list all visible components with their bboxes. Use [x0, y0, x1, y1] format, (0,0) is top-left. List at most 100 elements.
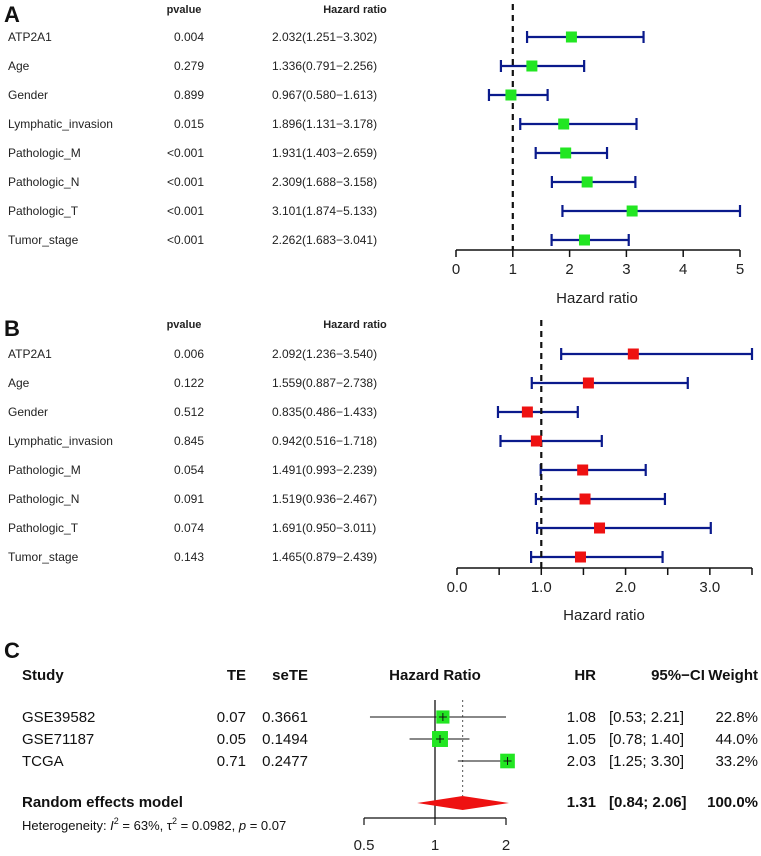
panel-label-b: B	[4, 316, 20, 341]
x-tick-label: 3	[622, 261, 630, 278]
ci-header: 95%−CI	[651, 667, 705, 684]
row-label: Lymphatic_invasion	[8, 117, 113, 131]
row-hr-text: 1.896(1.131−3.178)	[272, 117, 377, 131]
hr-box	[574, 551, 586, 563]
het-prefix: Heterogeneity:	[22, 818, 110, 833]
hr-box	[565, 31, 577, 43]
hr-box	[582, 377, 594, 389]
het-tau-symbol: τ	[167, 818, 173, 833]
x-tick-label: 2.0	[615, 579, 636, 596]
row-hr-text: 0.942(0.516−1.718)	[272, 434, 377, 448]
plot-header: Hazard Ratio	[389, 667, 481, 684]
hr-header-c: HR	[574, 667, 596, 684]
row-pvalue: 0.074	[174, 521, 204, 535]
hr-box	[594, 522, 606, 534]
row-pvalue: 0.004	[174, 30, 204, 44]
hr-header-a: Hazard ratio	[323, 4, 387, 16]
row-pvalue: 0.899	[174, 88, 204, 102]
pooled-diamond	[417, 796, 510, 810]
row-pvalue: 0.122	[174, 376, 204, 390]
hr-box	[627, 348, 639, 360]
panel-b: B pvalue Hazard ratio Hazard ratio ATP2A…	[4, 316, 754, 624]
row-label: Pathologic_N	[8, 175, 79, 189]
study-weight: 33.2%	[715, 753, 758, 770]
het-tau-sup: 2	[172, 816, 177, 826]
row-label: Pathologic_T	[8, 204, 79, 218]
row-label: ATP2A1	[8, 347, 52, 361]
row-pvalue: <0.001	[167, 146, 204, 160]
pooled-label: Random effects model	[22, 794, 183, 811]
study-weight: 44.0%	[715, 731, 758, 748]
row-hr-text: 3.101(1.874−5.133)	[272, 204, 377, 218]
pvalue-header-a: pvalue	[167, 4, 202, 16]
x-tick-label: 1	[431, 837, 439, 854]
study-sete: 0.3661	[262, 709, 308, 726]
pvalue-header-b: pvalue	[167, 319, 202, 331]
x-tick-label: 0	[452, 261, 460, 278]
study-ci: [1.25; 3.30]	[609, 753, 684, 770]
x-tick-label: 4	[679, 261, 687, 278]
hr-box	[579, 493, 591, 505]
study-te: 0.05	[217, 731, 246, 748]
x-tick-label: 0.5	[354, 837, 375, 854]
hr-box	[577, 464, 589, 476]
row-label: Pathologic_T	[8, 521, 79, 535]
study-hr: 1.08	[567, 709, 596, 726]
row-hr-text: 1.559(0.887−2.738)	[272, 376, 377, 390]
het-tau-value: = 0.0982,	[177, 818, 239, 833]
sete-header: seTE	[272, 667, 308, 684]
pooled-ci: [0.84; 2.06]	[609, 794, 687, 811]
row-hr-text: 1.491(0.993−2.239)	[272, 463, 377, 477]
row-pvalue: <0.001	[167, 204, 204, 218]
x-tick-label: 5	[736, 261, 744, 278]
study-weight: 22.8%	[715, 709, 758, 726]
row-pvalue: <0.001	[167, 175, 204, 189]
row-label: Pathologic_M	[8, 463, 81, 477]
row-pvalue: 0.006	[174, 347, 204, 361]
hr-box	[581, 176, 593, 188]
study-header: Study	[22, 667, 64, 684]
row-pvalue: 0.845	[174, 434, 204, 448]
weight-header: Weight	[708, 667, 758, 684]
row-hr-text: 1.465(0.879−2.439)	[272, 550, 377, 564]
hr-box	[526, 60, 538, 72]
row-hr-text: 2.092(1.236−3.540)	[272, 347, 377, 361]
row-label: Age	[8, 376, 30, 390]
row-label: Gender	[8, 88, 48, 102]
study-te: 0.71	[217, 753, 246, 770]
row-hr-text: 0.835(0.486−1.433)	[272, 405, 377, 419]
study-hr: 2.03	[567, 753, 596, 770]
study-ci: [0.78; 1.40]	[609, 731, 684, 748]
study-sete: 0.1494	[262, 731, 308, 748]
row-pvalue: 0.054	[174, 463, 204, 477]
row-label: ATP2A1	[8, 30, 52, 44]
het-i2-sup: 2	[114, 816, 119, 826]
study-te: 0.07	[217, 709, 246, 726]
hr-box	[505, 89, 517, 101]
hr-box	[578, 234, 590, 246]
row-hr-text: 1.691(0.950−3.011)	[272, 521, 376, 535]
study-hr: 1.05	[567, 731, 596, 748]
row-hr-text: 1.931(1.403−2.659)	[272, 146, 377, 160]
study-ci: [0.53; 2.21]	[609, 709, 684, 726]
row-hr-text: 0.967(0.580−1.613)	[272, 88, 377, 102]
het-p-value: = 0.07	[246, 818, 286, 833]
row-pvalue: 0.512	[174, 405, 204, 419]
row-label: Gender	[8, 405, 48, 419]
row-label: Pathologic_M	[8, 146, 81, 160]
het-p-symbol: p	[238, 818, 246, 833]
hr-box	[558, 118, 570, 130]
row-label: Pathologic_N	[8, 492, 79, 506]
study-name: TCGA	[22, 753, 64, 770]
row-label: Tumor_stage	[8, 233, 79, 247]
row-pvalue: 0.143	[174, 550, 204, 564]
panel-a: A pvalue Hazard ratio Hazard ratio ATP2A…	[4, 2, 744, 307]
hr-header-b: Hazard ratio	[323, 319, 387, 331]
x-axis-label-a: Hazard ratio	[556, 290, 638, 307]
row-hr-text: 1.336(0.791−2.256)	[272, 59, 377, 73]
heterogeneity-text: Heterogeneity: I2 = 63%, τ2 = 0.0982, p …	[22, 816, 286, 833]
hr-box	[530, 435, 542, 447]
row-label: Age	[8, 59, 30, 73]
pooled-hr: 1.31	[567, 794, 596, 811]
